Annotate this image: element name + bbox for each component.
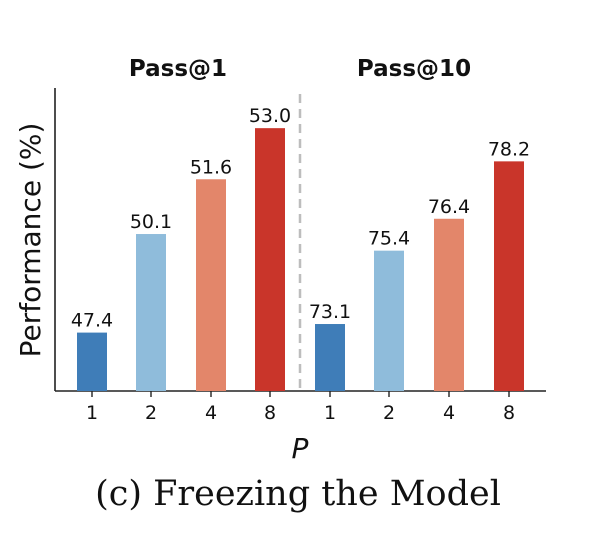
x-axis-label: P [292,432,309,465]
data-label: 47.4 [71,310,113,332]
data-label: 50.1 [130,211,172,233]
data-label: 51.6 [190,156,232,178]
data-label: 78.2 [488,138,530,160]
data-label: 76.4 [428,196,470,218]
group-title-pass10: Pass@10 [357,56,471,82]
bar-pass1-p8 [255,128,285,392]
group-title-pass1: Pass@1 [129,56,227,82]
data-label: 75.4 [368,228,410,250]
bar-pass10-p1 [315,324,345,391]
bar-pass1-p4 [196,179,226,391]
x-tick-label: 4 [205,402,217,424]
x-tick-label: 4 [443,402,455,424]
x-tick-label: 2 [145,402,157,424]
x-tick-label: 8 [503,402,515,424]
bar-pass10-p2 [374,250,404,391]
bar-pass1-p2 [136,234,166,391]
figure-caption: (c) Freezing the Model [95,474,501,514]
x-tick-label: 1 [324,402,336,424]
bar-pass10-p4 [434,218,464,391]
bar-pass1-p1 [77,332,107,391]
bar-chart: Pass@1 Pass@10 Performance (%) P 47.4 1 50… [14,56,546,465]
data-label: 73.1 [309,301,351,323]
data-label: 53.0 [249,105,291,127]
x-tick-label: 2 [383,402,395,424]
bar-pass10-p8 [494,161,524,391]
x-tick-label: 8 [264,402,276,424]
y-axis-label: Performance (%) [14,123,47,358]
x-tick-label: 1 [86,402,98,424]
